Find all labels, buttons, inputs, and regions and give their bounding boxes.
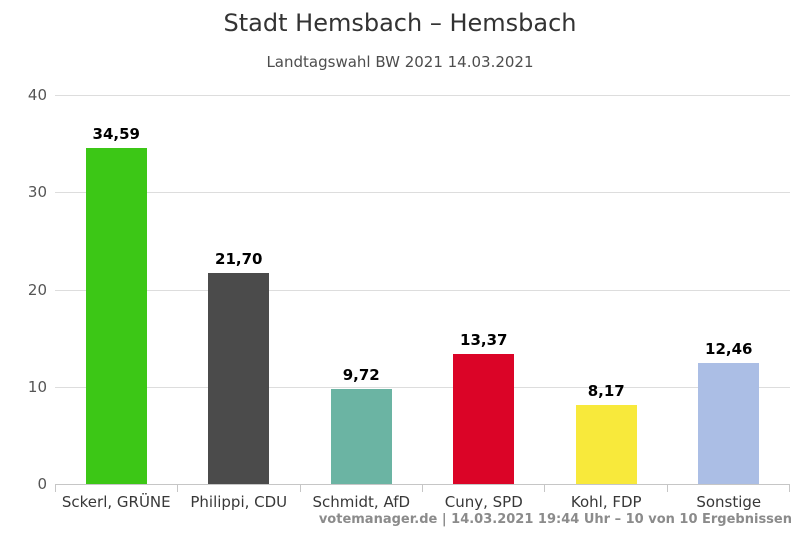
bar-kohl-fdp[interactable] <box>575 405 637 484</box>
bar-slot: 12,46 <box>668 95 791 484</box>
chart-subtitle: Landtagswahl BW 2021 14.03.2021 <box>266 53 534 71</box>
category-label: Sonstige <box>696 493 762 511</box>
bar-slot: 8,17 <box>545 95 668 484</box>
y-tick-label: 30 <box>27 183 47 202</box>
x-axis-ticks <box>55 484 790 492</box>
y-axis-labels: 0 10 20 30 40 <box>0 0 47 533</box>
y-tick-label: 20 <box>27 280 47 299</box>
x-tick <box>177 484 299 492</box>
bar-sckerl-gr-ne[interactable] <box>85 148 147 484</box>
bars-row: 34,59 21,70 9,72 13,37 8,17 12,46 <box>55 95 790 484</box>
x-tick <box>544 484 666 492</box>
category-label: Cuny, SPD <box>444 493 523 511</box>
category-label: Philippi, CDU <box>190 493 288 511</box>
category-label: Sckerl, GRÜNE <box>61 493 171 511</box>
bar-value-label: 12,46 <box>705 340 753 358</box>
bar-value-label: 9,72 <box>342 366 380 384</box>
plot-area: 34,59 21,70 9,72 13,37 8,17 12,46 <box>55 95 790 485</box>
y-tick-label: 10 <box>27 377 47 396</box>
x-axis-labels: Sckerl, GRÜNE Philippi, CDU Schmidt, AfD Cu… <box>55 493 790 511</box>
bar-slot: 34,59 <box>55 95 178 484</box>
bar-sonstige[interactable] <box>698 363 760 484</box>
category-label: Schmidt, AfD <box>312 493 411 511</box>
grid-line <box>55 386 790 388</box>
grid-line <box>55 192 790 194</box>
bar-slot: 9,72 <box>300 95 423 484</box>
bar-slot: 13,37 <box>423 95 546 484</box>
footer-credit: votemanager.de | 14.03.2021 19:44 Uhr – … <box>318 512 792 527</box>
grid-lines <box>55 95 790 484</box>
bar-value-label: 8,17 <box>587 382 625 400</box>
y-tick-label: 0 <box>37 475 47 493</box>
bar-cuny-spd[interactable] <box>453 354 515 484</box>
x-tick <box>421 484 544 492</box>
bar-value-label: 21,70 <box>215 250 263 268</box>
x-tick <box>666 484 789 492</box>
y-tick-label: 40 <box>27 86 47 104</box>
x-tick <box>299 484 422 492</box>
bar-slot: 21,70 <box>178 95 301 484</box>
category-label: Kohl, FDP <box>570 493 642 511</box>
grid-line <box>55 95 790 96</box>
bar-schmidt-afd[interactable] <box>330 389 392 484</box>
chart-title: Stadt Hemsbach – Hemsbach <box>223 9 577 37</box>
bar-value-label: 13,37 <box>460 331 508 349</box>
x-tick <box>55 484 177 492</box>
bar-value-label: 34,59 <box>92 125 140 143</box>
grid-line <box>55 289 790 291</box>
bar-philippi-cdu[interactable] <box>208 273 270 484</box>
